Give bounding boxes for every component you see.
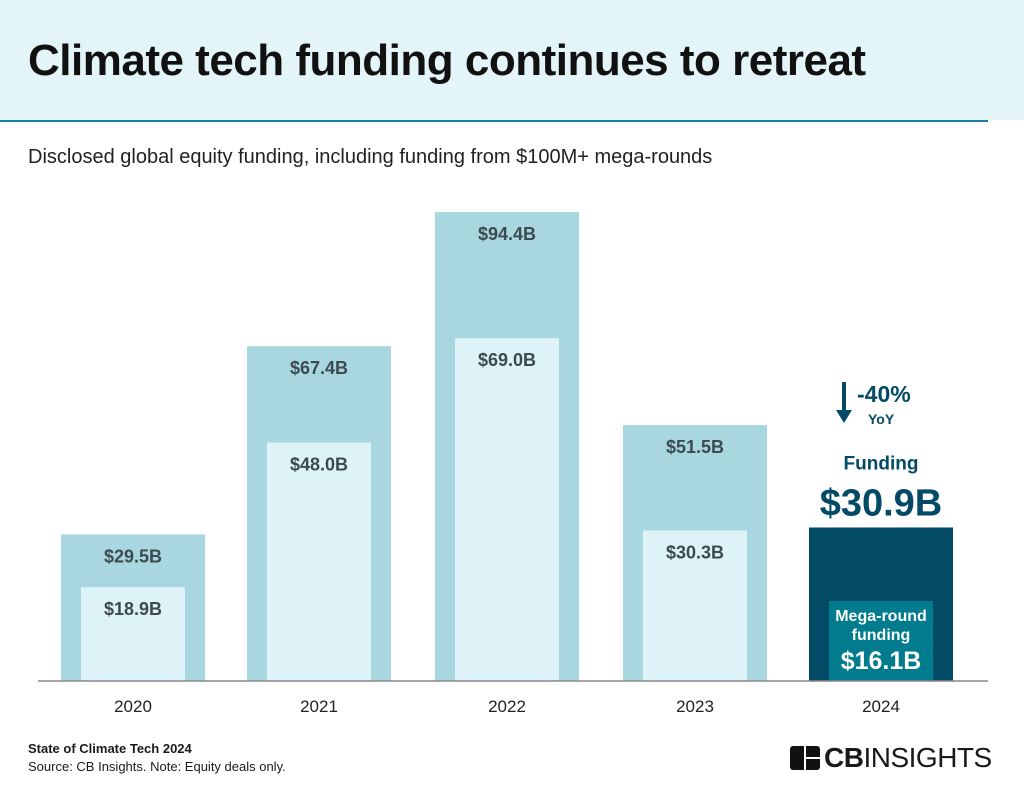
chart-title: Climate tech funding continues to retrea… [28, 36, 866, 85]
mega-value-label: $16.1B [841, 647, 922, 675]
mega-round-bar [829, 601, 933, 681]
x-tick-label: 2022 [488, 697, 526, 716]
x-tick-label: 2023 [676, 697, 714, 716]
x-tick-label: 2021 [300, 697, 338, 716]
mega-round-bar [643, 530, 747, 681]
header-band [0, 0, 1024, 120]
mega-title-label: funding [852, 627, 911, 644]
yoy-label: YoY [868, 411, 895, 427]
total-value-label: $29.5B [104, 546, 162, 566]
x-tick-label: 2020 [114, 697, 152, 716]
mega-value-label: $18.9B [104, 599, 162, 619]
yoy-change-value: -40% [857, 381, 911, 407]
down-arrow-head-icon [836, 410, 852, 423]
header-rule [0, 120, 988, 122]
mega-value-label: $30.3B [666, 542, 724, 562]
x-tick-label: 2024 [862, 697, 900, 716]
cb-insights-logo: CB INSIGHTS [790, 742, 992, 774]
mega-value-label: $48.0B [290, 455, 348, 475]
mega-value-label: $69.0B [478, 350, 536, 370]
total-value-label: $51.5B [666, 437, 724, 457]
chart-subtitle: Disclosed global equity funding, includi… [28, 146, 713, 168]
source-note: Source: CB Insights. Note: Equity deals … [28, 759, 286, 774]
mega-round-bar [455, 338, 559, 681]
total-value-label: $67.4B [290, 358, 348, 378]
mega-title-label: Mega-round [835, 608, 927, 625]
mega-round-bar [267, 442, 371, 681]
total-title-label: Funding [844, 453, 919, 474]
mega-round-bar [81, 587, 185, 681]
report-name: State of Climate Tech 2024 [28, 741, 192, 756]
cb-logo-mark-icon [790, 746, 820, 770]
total-value-label: $94.4B [478, 224, 536, 244]
total-value-label: $30.9B [820, 482, 943, 524]
